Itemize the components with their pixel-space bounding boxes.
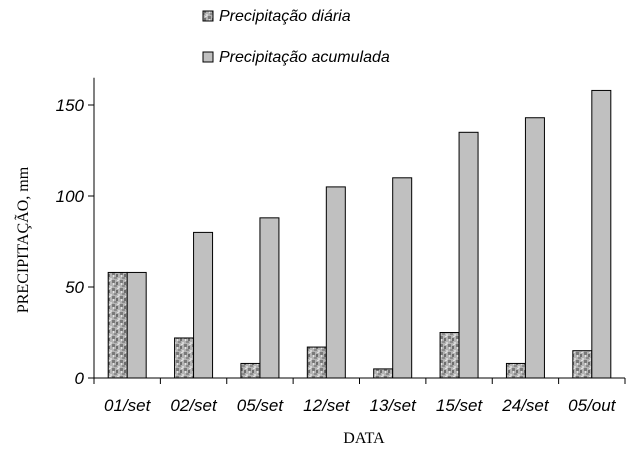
bars [107,89,612,379]
y-tick-label: 100 [56,187,85,206]
legend-swatch-daily [202,10,214,22]
bar-cumulative [259,217,280,379]
y-axis: 0 50 100 150 [56,77,95,388]
bar-cumulative [193,231,214,379]
x-tick-label: 02/set [170,396,218,415]
x-tick-label: 24/set [501,396,550,415]
x-tick-label: 05/out [568,396,617,415]
bar-daily [439,332,460,379]
bar-cumulative [524,117,545,379]
bar-cumulative [392,177,413,379]
legend: Precipitação diária Precipitação acumula… [202,8,390,66]
legend-swatch-cumulative [202,51,214,63]
y-tick-label: 150 [56,96,85,115]
y-tick-label: 50 [65,278,84,297]
y-tick-label: 0 [75,369,85,388]
x-axis-title: DATA [343,430,385,447]
y-axis-title: PRECIPITAÇÃO, mm [14,166,32,313]
bar-daily [174,337,195,379]
legend-item-daily: Precipitação diária [202,8,351,25]
legend-label-cumulative: Precipitação acumulada [219,49,390,66]
bar-daily [306,346,327,379]
legend-label-daily: Precipitação diária [219,8,351,25]
x-tick-label: 13/set [370,396,418,415]
bar-cumulative [126,271,147,379]
x-tick-label: 01/set [104,396,152,415]
bar-cumulative [325,186,346,379]
bar-daily [505,362,526,379]
x-tick-label: 12/set [303,396,351,415]
x-tick-label: 15/set [436,396,484,415]
bar-cumulative [591,89,612,379]
legend-item-cumulative: Precipitação acumulada [202,49,390,66]
x-tick-label: 05/set [237,396,285,415]
x-axis: 01/set 02/set 05/set 12/set 13/set 15/set 24/s… [93,377,626,415]
bar-daily [572,350,593,379]
bar-daily [373,368,394,379]
bar-daily [240,362,261,379]
bar-daily [107,271,128,379]
bar-cumulative [458,131,479,379]
